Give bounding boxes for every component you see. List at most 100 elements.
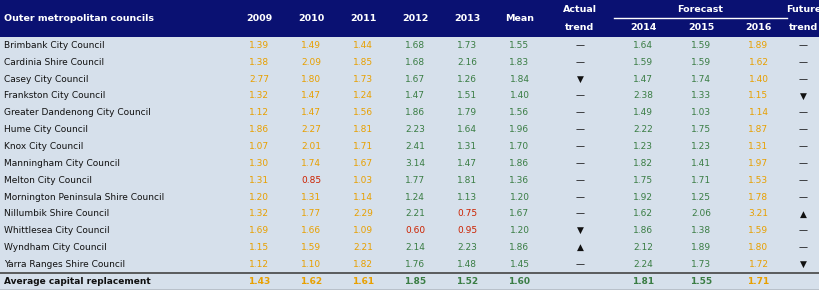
Text: 2012: 2012: [401, 14, 428, 23]
Text: —: —: [798, 159, 807, 168]
Text: 2.77: 2.77: [249, 75, 269, 84]
Text: Nillumbik Shire Council: Nillumbik Shire Council: [4, 209, 109, 218]
Text: 1.71: 1.71: [746, 277, 769, 286]
Text: 1.76: 1.76: [405, 260, 424, 269]
Text: 1.78: 1.78: [748, 193, 767, 202]
Text: —: —: [575, 176, 584, 185]
Text: 1.13: 1.13: [456, 193, 477, 202]
Text: 2.16: 2.16: [456, 58, 477, 67]
Text: Outer metropolitan councils: Outer metropolitan councils: [4, 14, 154, 23]
Text: 1.81: 1.81: [352, 125, 373, 134]
Text: 1.30: 1.30: [249, 159, 269, 168]
Text: Whittlesea City Council: Whittlesea City Council: [4, 226, 110, 235]
Text: 1.73: 1.73: [352, 75, 373, 84]
Text: trend: trend: [564, 23, 594, 32]
Text: 2.23: 2.23: [405, 125, 424, 134]
Text: —: —: [798, 176, 807, 185]
Text: —: —: [798, 243, 807, 252]
Text: 1.62: 1.62: [632, 209, 652, 218]
Text: 1.70: 1.70: [509, 142, 529, 151]
Text: 0.95: 0.95: [456, 226, 477, 235]
Text: 1.73: 1.73: [456, 41, 477, 50]
Text: 1.38: 1.38: [249, 58, 269, 67]
Text: ▲: ▲: [576, 243, 583, 252]
Text: 1.86: 1.86: [509, 243, 529, 252]
Text: 1.73: 1.73: [690, 260, 710, 269]
Text: Casey City Council: Casey City Council: [4, 75, 88, 84]
Text: 1.67: 1.67: [405, 75, 424, 84]
Text: 1.96: 1.96: [509, 125, 529, 134]
Text: 1.86: 1.86: [509, 159, 529, 168]
Text: —: —: [798, 142, 807, 151]
Text: 2014: 2014: [629, 23, 655, 32]
Text: 2011: 2011: [350, 14, 376, 23]
Text: 1.64: 1.64: [456, 125, 477, 134]
Text: 1.20: 1.20: [509, 193, 529, 202]
Text: 1.56: 1.56: [352, 108, 373, 117]
Text: 1.14: 1.14: [748, 108, 767, 117]
Text: 1.31: 1.31: [301, 193, 321, 202]
Text: 2.38: 2.38: [632, 92, 652, 101]
Text: —: —: [575, 260, 584, 269]
Text: —: —: [575, 209, 584, 218]
Text: 2015: 2015: [687, 23, 713, 32]
Text: 1.47: 1.47: [632, 75, 652, 84]
Text: 1.15: 1.15: [748, 92, 767, 101]
Text: 2.01: 2.01: [301, 142, 320, 151]
Text: 1.66: 1.66: [301, 226, 321, 235]
Text: 1.15: 1.15: [249, 243, 269, 252]
Text: 1.53: 1.53: [748, 176, 767, 185]
Text: 1.59: 1.59: [690, 58, 710, 67]
Text: 1.33: 1.33: [690, 92, 710, 101]
Text: 1.86: 1.86: [405, 108, 424, 117]
Text: 2.41: 2.41: [405, 142, 424, 151]
Text: 1.68: 1.68: [405, 41, 424, 50]
Text: 2.29: 2.29: [353, 209, 373, 218]
Text: —: —: [798, 75, 807, 84]
Text: ▲: ▲: [799, 209, 806, 218]
Text: 1.20: 1.20: [249, 193, 269, 202]
Text: Brimbank City Council: Brimbank City Council: [4, 41, 105, 50]
Text: Yarra Ranges Shire Council: Yarra Ranges Shire Council: [4, 260, 125, 269]
Text: 1.41: 1.41: [690, 159, 710, 168]
Text: ▼: ▼: [799, 92, 806, 101]
Text: Cardinia Shire Council: Cardinia Shire Council: [4, 58, 104, 67]
Text: 1.55: 1.55: [509, 41, 529, 50]
Text: 1.64: 1.64: [632, 41, 652, 50]
Text: 2.12: 2.12: [632, 243, 652, 252]
Text: Mean: Mean: [505, 14, 533, 23]
Text: 2016: 2016: [744, 23, 771, 32]
Text: 1.79: 1.79: [456, 108, 477, 117]
Text: 1.47: 1.47: [301, 92, 320, 101]
Text: 1.59: 1.59: [748, 226, 767, 235]
Text: —: —: [575, 159, 584, 168]
Text: 2.09: 2.09: [301, 58, 320, 67]
Text: 1.20: 1.20: [509, 226, 529, 235]
Text: —: —: [575, 58, 584, 67]
Text: Wyndham City Council: Wyndham City Council: [4, 243, 106, 252]
Text: Mornington Peninsula Shire Council: Mornington Peninsula Shire Council: [4, 193, 164, 202]
Text: —: —: [575, 92, 584, 101]
Text: 1.56: 1.56: [509, 108, 529, 117]
Text: 1.82: 1.82: [352, 260, 373, 269]
Text: 1.31: 1.31: [748, 142, 767, 151]
Text: —: —: [575, 142, 584, 151]
Text: 1.75: 1.75: [632, 176, 652, 185]
Text: 0.75: 0.75: [456, 209, 477, 218]
Text: 1.24: 1.24: [405, 193, 424, 202]
Text: —: —: [575, 193, 584, 202]
Text: 1.43: 1.43: [247, 277, 269, 286]
Text: 1.07: 1.07: [249, 142, 269, 151]
Text: 1.89: 1.89: [690, 243, 710, 252]
Text: 1.38: 1.38: [690, 226, 710, 235]
Text: 1.49: 1.49: [632, 108, 652, 117]
Text: 1.14: 1.14: [352, 193, 373, 202]
Text: 0.60: 0.60: [405, 226, 424, 235]
Text: 1.97: 1.97: [748, 159, 767, 168]
Text: 1.44: 1.44: [353, 41, 373, 50]
Text: 1.59: 1.59: [301, 243, 321, 252]
Text: 1.67: 1.67: [352, 159, 373, 168]
Text: 1.47: 1.47: [301, 108, 320, 117]
Text: —: —: [575, 125, 584, 134]
Text: 1.77: 1.77: [405, 176, 424, 185]
